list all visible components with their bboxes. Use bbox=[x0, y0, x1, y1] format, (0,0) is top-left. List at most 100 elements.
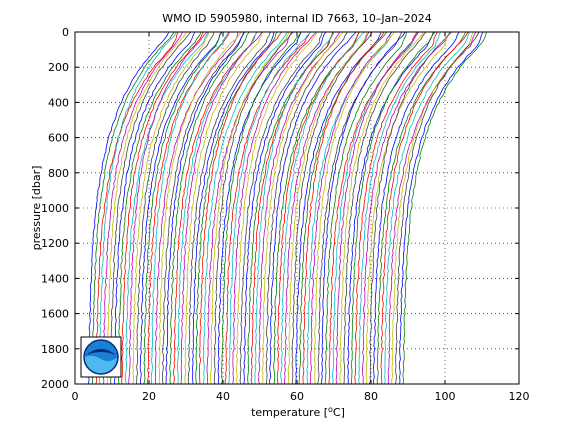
profile-line bbox=[287, 31, 368, 385]
profile-line bbox=[254, 31, 335, 385]
profile-line bbox=[369, 31, 452, 385]
profile-line bbox=[276, 31, 360, 385]
y-tick-label: 600 bbox=[48, 132, 69, 145]
profile-line bbox=[195, 31, 277, 385]
profile-line bbox=[102, 31, 183, 385]
y-axis-label: pressure [dbar] bbox=[30, 166, 43, 251]
profile-line bbox=[398, 31, 484, 385]
profile-line bbox=[191, 31, 275, 385]
profile-line bbox=[128, 31, 208, 384]
profile-line bbox=[402, 31, 487, 385]
profile-line bbox=[91, 31, 175, 385]
profile-line bbox=[150, 31, 229, 385]
profile-line bbox=[380, 31, 469, 385]
profile-line bbox=[395, 31, 480, 385]
profile-line bbox=[232, 31, 317, 385]
profile-line bbox=[98, 31, 177, 385]
profile-line bbox=[313, 31, 395, 384]
profile-line bbox=[365, 31, 451, 385]
profile-line bbox=[298, 31, 388, 385]
profile-line bbox=[132, 31, 210, 385]
profile-line bbox=[339, 31, 424, 385]
profile-line bbox=[224, 31, 311, 384]
profile-line bbox=[169, 31, 250, 385]
profile-line bbox=[176, 31, 258, 385]
x-tick-label: 120 bbox=[509, 390, 530, 403]
profile-line bbox=[265, 31, 348, 385]
y-tick-label: 1000 bbox=[41, 202, 69, 215]
profile-line bbox=[213, 31, 294, 385]
profile-line bbox=[173, 31, 258, 385]
profile-line bbox=[302, 31, 385, 385]
profile-line bbox=[280, 31, 365, 385]
profile-line bbox=[184, 31, 264, 385]
profile-lines bbox=[87, 31, 487, 385]
profile-line bbox=[284, 31, 370, 384]
y-tick-label: 200 bbox=[48, 61, 69, 74]
profile-line bbox=[106, 31, 187, 385]
x-tick-label: 40 bbox=[216, 390, 230, 403]
profile-line bbox=[350, 31, 436, 384]
x-tick-label: 60 bbox=[290, 390, 304, 403]
profile-line bbox=[180, 31, 263, 384]
profile-line bbox=[391, 31, 474, 385]
y-tick-label: 800 bbox=[48, 167, 69, 180]
profile-line bbox=[198, 31, 282, 385]
profile-line bbox=[332, 31, 419, 385]
y-tick-label: 400 bbox=[48, 96, 69, 109]
x-axis-label: temperature [oC] bbox=[251, 405, 345, 419]
y-tick-label: 1200 bbox=[41, 237, 69, 250]
y-tick-label: 1600 bbox=[41, 308, 69, 321]
y-tick-label: 1400 bbox=[41, 272, 69, 285]
profile-line bbox=[117, 31, 202, 385]
profile-line bbox=[139, 31, 223, 385]
x-tick-label: 80 bbox=[364, 390, 378, 403]
profile-line bbox=[354, 31, 438, 385]
profile-line bbox=[258, 31, 340, 385]
profile-line bbox=[113, 31, 196, 385]
profile-line bbox=[384, 31, 471, 385]
profile-line bbox=[87, 31, 170, 385]
profile-line bbox=[135, 31, 215, 385]
profile-line bbox=[121, 31, 204, 385]
profile-line bbox=[239, 31, 323, 385]
profile-line bbox=[162, 31, 245, 385]
profile-line bbox=[372, 31, 460, 385]
profile-line bbox=[221, 31, 302, 385]
profile-line bbox=[143, 31, 222, 385]
profile-line bbox=[235, 31, 318, 385]
y-tick-label: 1800 bbox=[41, 343, 69, 356]
profile-line bbox=[291, 31, 373, 385]
profile-line bbox=[376, 31, 466, 385]
profile-line bbox=[320, 31, 406, 385]
noaa-logo bbox=[80, 336, 122, 378]
y-tick-label: 0 bbox=[62, 26, 69, 39]
profile-line bbox=[324, 31, 407, 385]
profile-line bbox=[361, 31, 451, 385]
x-tick-label: 0 bbox=[72, 390, 79, 403]
profile-line bbox=[165, 31, 246, 385]
profile-line bbox=[358, 31, 441, 385]
y-axis: 0 200 400 600 800 1000 1200 1400 1600 1800 2000 bbox=[41, 26, 519, 391]
x-axis: 0 20 40 60 80 100 120 bbox=[72, 32, 530, 403]
profile-line bbox=[309, 31, 392, 385]
profile-line bbox=[269, 31, 357, 385]
x-tick-label: 20 bbox=[142, 390, 156, 403]
profile-line bbox=[158, 31, 242, 385]
y-tick-label: 2000 bbox=[41, 378, 69, 391]
profile-line bbox=[209, 31, 290, 385]
profile-line bbox=[110, 31, 192, 385]
profile-line bbox=[124, 31, 209, 385]
profile-line bbox=[187, 31, 271, 385]
profile-line bbox=[335, 31, 420, 385]
profile-line bbox=[243, 31, 327, 385]
profile-line bbox=[202, 31, 288, 385]
profile-line bbox=[95, 31, 179, 385]
profile-line bbox=[343, 31, 427, 385]
profile-line bbox=[146, 31, 230, 385]
profile-line bbox=[247, 31, 334, 385]
profile-line bbox=[273, 31, 360, 385]
chart-title: WMO ID 5905980, internal ID 7663, 10–Jan… bbox=[162, 12, 432, 25]
profile-line bbox=[228, 31, 312, 385]
